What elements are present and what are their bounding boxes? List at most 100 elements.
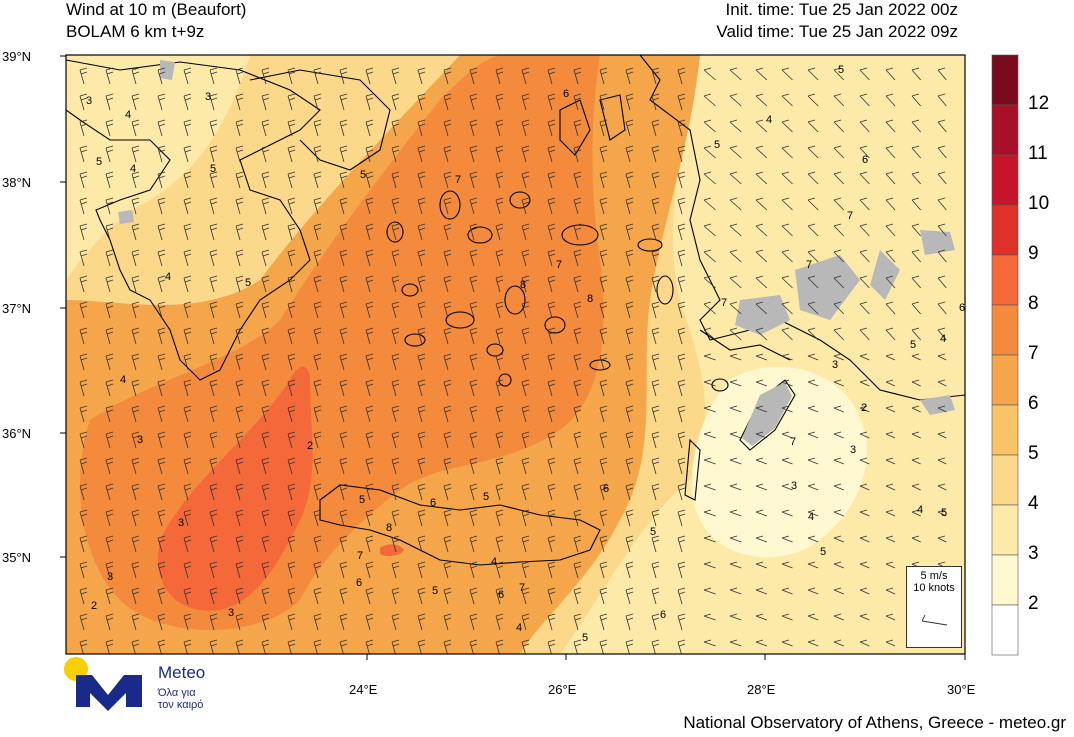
- model-label: BOLAM 6 km t+9z: [66, 22, 205, 41]
- wind-barb: [521, 93, 530, 111]
- wind-barb: [209, 197, 218, 215]
- wind-barb: [339, 171, 348, 189]
- wind-barb: [625, 275, 634, 293]
- wind-barb: [703, 457, 716, 465]
- contour-label: 8: [587, 293, 593, 305]
- wind-barb: [105, 457, 114, 475]
- wind-barb: [755, 509, 768, 517]
- wind-barb: [807, 67, 819, 81]
- wind-barb: [235, 561, 244, 579]
- wind-barb: [365, 431, 374, 449]
- wind-barb: [443, 379, 452, 397]
- wind-barb: [131, 301, 140, 319]
- wind-barb: [131, 197, 140, 215]
- wind-barb: [131, 509, 140, 527]
- wind-barb: [79, 171, 88, 189]
- wind-barb: [573, 93, 582, 111]
- wind-barb: [287, 93, 296, 111]
- wind-barb: [729, 483, 742, 491]
- wind-barb: [859, 431, 870, 439]
- wind-barb: [599, 327, 608, 345]
- wind-barb: [235, 327, 244, 345]
- wind-barb: [339, 223, 348, 241]
- wind-barb: [755, 535, 768, 543]
- wind-barb: [781, 327, 793, 341]
- wind-barb: [703, 587, 716, 595]
- wind-barb: [651, 327, 660, 345]
- legend-level-label: 11: [1028, 143, 1048, 164]
- wind-barb: [547, 457, 556, 475]
- wind-barb: [703, 249, 716, 263]
- wind-barb: [703, 535, 716, 543]
- wind-barb: [911, 275, 921, 289]
- wind-barb: [131, 93, 140, 111]
- meteo-logo: Meteo Όλα για τον καιρό: [62, 655, 232, 715]
- wind-barb: [443, 405, 452, 423]
- wind-barb: [365, 379, 374, 397]
- wind-barb: [339, 483, 348, 501]
- wind-barb: [729, 327, 742, 341]
- wind-barb: [391, 431, 400, 449]
- wind-barb: [79, 457, 88, 475]
- wind-barb: [287, 301, 296, 319]
- wind-barb: [183, 457, 192, 475]
- wind-barb: [261, 457, 270, 475]
- wind-barb: [599, 197, 608, 215]
- wind-barb: [833, 249, 845, 263]
- wind-barb: [937, 145, 947, 159]
- wind-barb: [209, 275, 218, 293]
- wind-barb: [677, 561, 686, 579]
- contour-label: 7: [357, 550, 363, 562]
- wind-barb: [911, 431, 921, 439]
- wind-barb: [703, 223, 716, 237]
- contour-label: 6: [660, 609, 666, 621]
- wind-barb: [547, 613, 556, 631]
- wind-barb: [287, 379, 296, 397]
- wind-barb: [859, 587, 870, 595]
- contour-label: 6: [563, 88, 569, 100]
- wind-barb: [599, 613, 608, 631]
- wind-barb: [703, 145, 716, 159]
- wind-barb: [313, 509, 322, 527]
- wind-barb: [183, 561, 192, 579]
- wind-barb: [131, 119, 140, 137]
- wind-barb: [625, 561, 634, 579]
- wind-barb: [521, 353, 530, 371]
- wind-barb: [807, 483, 819, 491]
- wind-barb: [807, 327, 819, 341]
- wind-barb: [911, 301, 921, 315]
- wind-barb: [365, 119, 374, 137]
- lon-label-24: 24°E: [349, 682, 378, 697]
- wind-barb: [417, 509, 426, 527]
- wind-barb: [287, 327, 296, 345]
- wind-barb: [469, 405, 478, 423]
- wind-barb: [885, 93, 896, 107]
- wind-barb: [339, 67, 348, 85]
- wind-barb: [495, 67, 504, 85]
- wind-barb: [755, 301, 768, 315]
- wind-barb: [235, 301, 244, 319]
- wind-barb: [755, 613, 768, 621]
- wind-barb: [573, 457, 582, 475]
- legend-swatch: [991, 154, 1019, 206]
- wind-barb: [469, 431, 478, 449]
- wind-barb: [209, 171, 218, 189]
- wind-barb: [261, 223, 270, 241]
- wind-barb: [729, 405, 742, 413]
- wind-barb: [235, 613, 244, 631]
- wind-barb: [651, 561, 660, 579]
- wind-barb: [417, 405, 426, 423]
- wind-barb: [885, 535, 896, 543]
- contour-label: 4: [125, 109, 131, 121]
- wind-barb: [911, 67, 921, 81]
- contour-label: 5: [210, 163, 216, 175]
- wind-barb: [287, 535, 296, 553]
- wind-barb: [937, 405, 947, 413]
- wind-barb: [755, 119, 768, 133]
- wind-barb: [261, 613, 270, 631]
- wind-barb: [417, 457, 426, 475]
- wind-barb: [625, 119, 634, 137]
- wind-barb: [443, 327, 452, 345]
- wind-barb: [911, 197, 921, 211]
- wind-barb: [599, 483, 608, 501]
